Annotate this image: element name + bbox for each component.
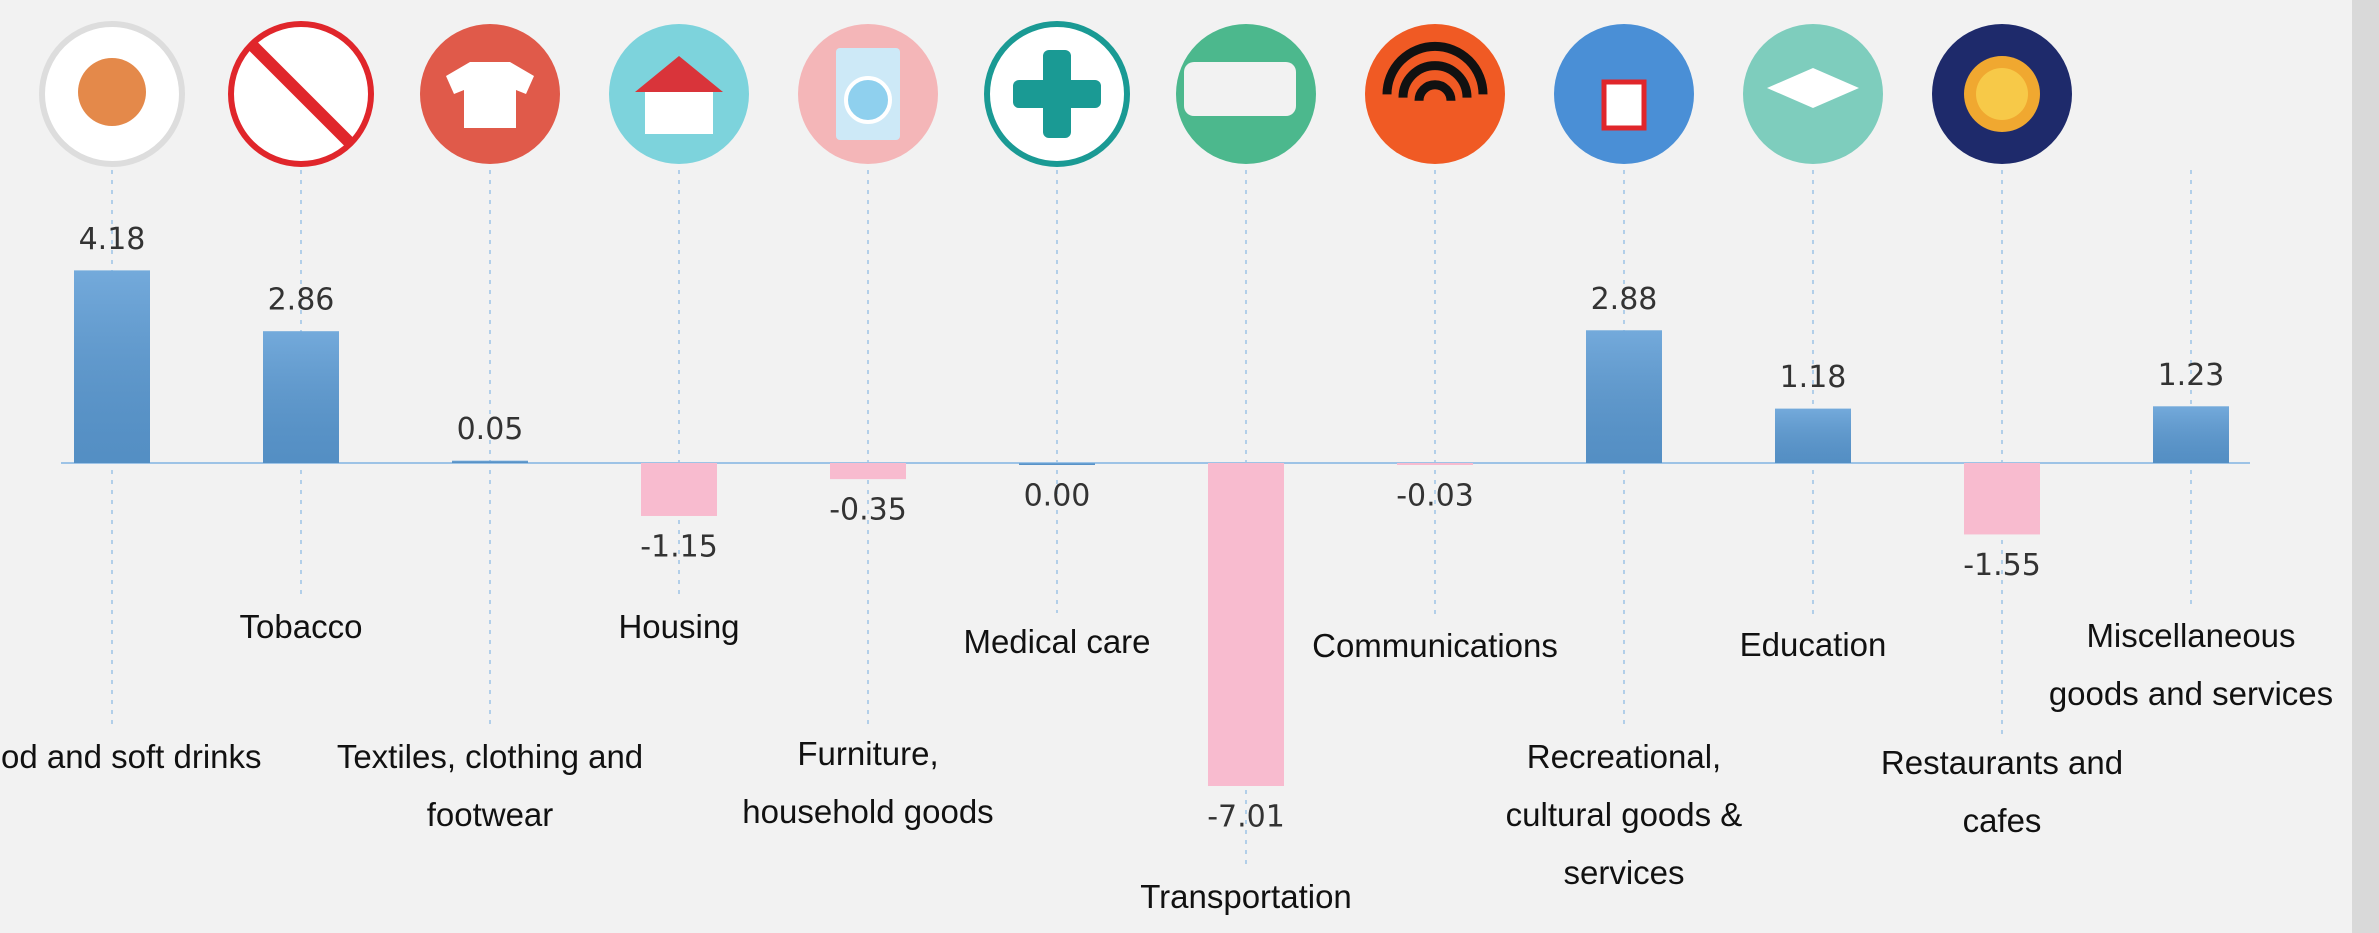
value-label: -7.01 (1207, 800, 1285, 835)
icon (42, 24, 182, 164)
bar (1397, 463, 1473, 465)
value-label: -1.15 (640, 529, 718, 564)
value-label: -1.55 (1963, 548, 2041, 583)
page: {"chart_data": {"type": "bar", "categori… (0, 0, 2379, 933)
icon-plate (1976, 68, 2028, 120)
category-label: Miscellaneous goods and services (2039, 607, 2344, 723)
category-label: Medical care (927, 613, 1187, 671)
category-label: Restaurants and cafes (1867, 734, 2137, 850)
value-label: 4.18 (79, 222, 146, 257)
category-label: Education (1683, 616, 1943, 674)
bar (641, 463, 717, 516)
icon (231, 24, 371, 164)
bar-shade (2153, 406, 2229, 463)
icon (1554, 24, 1694, 164)
bar (1964, 463, 2040, 534)
category-label: Tobacco (171, 598, 431, 656)
icon (420, 24, 560, 164)
value-label: -0.35 (829, 493, 907, 528)
category-label: Communications (1285, 617, 1585, 675)
category-label: Food and soft drinks (0, 728, 272, 786)
icon-house (645, 90, 713, 134)
icon (1743, 24, 1883, 164)
value-label: 1.23 (2158, 358, 2225, 393)
bar-shade (1019, 463, 1095, 465)
category-label: Furniture, household goods (738, 725, 998, 841)
bar-shade (1775, 409, 1851, 463)
icon-popcorn (1604, 82, 1644, 128)
value-label: -0.03 (1396, 479, 1474, 514)
category-label: Recreational, cultural goods & services (1479, 728, 1769, 902)
bar (830, 463, 906, 479)
icon (1365, 24, 1505, 164)
value-label: 2.88 (1591, 282, 1658, 317)
edge-strip (2352, 0, 2379, 933)
icon-food (78, 58, 146, 126)
icon-drum (846, 78, 890, 122)
icon-van (1184, 62, 1296, 116)
category-label: Transportation (1096, 868, 1396, 926)
value-label: 0.05 (457, 412, 524, 447)
bar-shade (263, 331, 339, 463)
icon (987, 24, 1127, 164)
bar (1208, 463, 1284, 786)
icon (609, 24, 749, 164)
value-label: 0.00 (1024, 479, 1091, 514)
icon (798, 24, 938, 164)
icon (1932, 24, 2072, 164)
value-label: 1.18 (1780, 360, 1847, 395)
bar-shade (1586, 330, 1662, 463)
bar-shade (452, 461, 528, 463)
value-label: 2.86 (268, 283, 335, 318)
bar-shade (74, 270, 150, 463)
icon-cross (1013, 80, 1101, 108)
category-label: Housing (549, 598, 809, 656)
category-label: Textiles, clothing and footwear (330, 728, 650, 844)
icon (1176, 24, 1316, 164)
